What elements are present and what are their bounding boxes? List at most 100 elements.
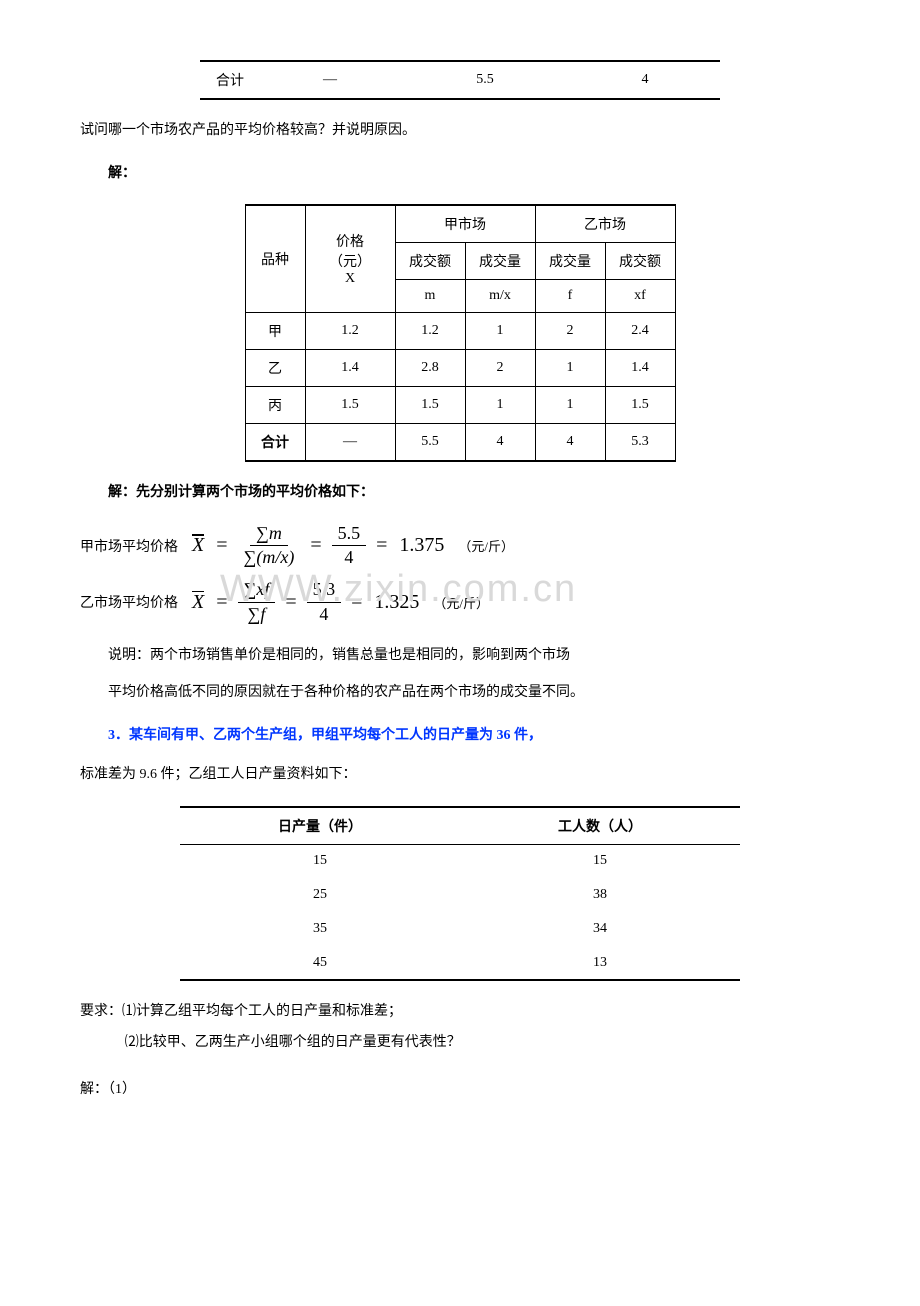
price-line2: X	[345, 271, 355, 286]
cell: 5.3	[605, 424, 675, 462]
explain-1: 说明：两个市场销售单价是相同的，销售总量也是相同的，影响到两个市场	[80, 643, 840, 668]
cell: 38	[460, 878, 740, 912]
req-line-1: 要求：⑴计算乙组平均每个工人的日产量和标准差；	[80, 997, 840, 1028]
table-row: 25 38	[180, 878, 740, 912]
col-price: 价格（元） X	[305, 205, 395, 313]
table-row: 合计 — 5.5 4 4 5.3	[245, 424, 675, 462]
formula-b-label: 乙市场平均价格	[80, 592, 178, 612]
cell: 乙	[245, 350, 305, 387]
formula-b: WWW.zixin.com.cn 乙市场平均价格 X = ∑xf ∑f = 5.…	[80, 580, 840, 625]
table-row: 45 13	[180, 946, 740, 980]
cell: 1	[535, 387, 605, 424]
cell: —	[305, 424, 395, 462]
num: 5.3	[307, 580, 342, 603]
fraction: ∑m ∑(m/x)	[238, 524, 301, 569]
mid-table-wrap: 品种 价格（元） X 甲市场 乙市场 成交额 成交量 成交量 成交额 m m/x…	[80, 204, 840, 462]
col-item: 品种	[245, 205, 305, 313]
bot-table-wrap: 日产量（件） 工人数（人） 15 15 25 38 35 34 45 13	[80, 806, 840, 982]
equals-icon: =	[216, 534, 227, 557]
cell: 13	[460, 946, 740, 980]
num: ∑m	[250, 524, 288, 547]
solve-intro-text: 解：先分别计算两个市场的平均价格如下：	[108, 485, 374, 500]
cell: 1.4	[305, 350, 395, 387]
sym-a1: m	[395, 280, 465, 313]
cell: 15	[180, 844, 460, 878]
page-root: 合计 — 5.5 4 试问哪一个市场农产品的平均价格较高？并说明原因。 解： 品…	[0, 0, 920, 1180]
equals-icon: =	[310, 534, 321, 557]
cell: 1	[465, 313, 535, 350]
table-row: 日产量（件） 工人数（人）	[180, 807, 740, 845]
cell: 2	[535, 313, 605, 350]
fraction: ∑xf ∑f	[238, 580, 276, 625]
table-row: 35 34	[180, 912, 740, 946]
equals-icon: =	[351, 591, 362, 614]
col-market-a: 甲市场	[395, 205, 535, 243]
col-b1: 成交量	[535, 243, 605, 280]
col-a1: 成交额	[395, 243, 465, 280]
sym-a2: m/x	[465, 280, 535, 313]
cell: 1	[535, 350, 605, 387]
table-row: 品种 价格（元） X 甲市场 乙市场	[245, 205, 675, 243]
formula-b-unit: （元/斤）	[433, 593, 489, 612]
table-row: 15 15	[180, 844, 740, 878]
fraction: 5.5 4	[332, 524, 367, 569]
col-b2: 成交额	[605, 243, 675, 280]
cell: 1.5	[605, 387, 675, 424]
cell-val-2: 4	[570, 61, 720, 99]
bot-table: 日产量（件） 工人数（人） 15 15 25 38 35 34 45 13	[180, 806, 740, 982]
question-text: 试问哪一个市场农产品的平均价格较高？并说明原因。	[80, 118, 840, 143]
table-row: 丙 1.5 1.5 1 1 1.5	[245, 387, 675, 424]
formula-b-result: 1.325	[374, 591, 419, 614]
cell-val-1: 5.5	[400, 61, 570, 99]
cell: 2.4	[605, 313, 675, 350]
equals-icon: =	[376, 534, 387, 557]
req-1: ⑴计算乙组平均每个工人的日产量和标准差；	[122, 1004, 402, 1019]
x-bar-icon: X	[192, 534, 204, 557]
sym-b2: xf	[605, 280, 675, 313]
den: 4	[313, 603, 334, 625]
cell: 1	[465, 387, 535, 424]
answer-label: 解：（1）	[80, 1077, 840, 1102]
cell: 2.8	[395, 350, 465, 387]
q3-title: 3．某车间有甲、乙两个生产组，甲组平均每个工人的日产量为 36 件，	[80, 723, 840, 748]
cell: 5.5	[395, 424, 465, 462]
cell: 45	[180, 946, 460, 980]
col-market-b: 乙市场	[535, 205, 675, 243]
cell: 4	[465, 424, 535, 462]
cell: 4	[535, 424, 605, 462]
top-table: 合计 — 5.5 4	[200, 60, 720, 100]
x-bar-icon: X	[192, 591, 204, 614]
sym-b1: f	[535, 280, 605, 313]
cell-total: 合计	[245, 424, 305, 462]
num: ∑xf	[238, 580, 276, 603]
equals-icon: =	[285, 591, 296, 614]
cell: 35	[180, 912, 460, 946]
table-row: 甲 1.2 1.2 1 2 2.4	[245, 313, 675, 350]
col-a2: 成交量	[465, 243, 535, 280]
req-label: 要求：	[80, 1004, 122, 1019]
cell: 1.2	[395, 313, 465, 350]
col-workers: 工人数（人）	[460, 807, 740, 845]
cell: 丙	[245, 387, 305, 424]
den: 4	[338, 546, 359, 568]
requirements: 要求：⑴计算乙组平均每个工人的日产量和标准差； ⑵比较甲、乙两生产小组哪个组的日…	[80, 997, 840, 1059]
formula-a-label: 甲市场平均价格	[80, 536, 178, 556]
cell: 34	[460, 912, 740, 946]
formula-a-result: 1.375	[399, 534, 444, 557]
price-line1: 价格（元）	[329, 235, 371, 270]
solve-intro: 解：先分别计算两个市场的平均价格如下：	[80, 480, 840, 505]
cell: 1.5	[395, 387, 465, 424]
top-table-wrap: 合计 — 5.5 4	[80, 60, 840, 100]
cell-total-label: 合计	[200, 61, 260, 99]
cell: 甲	[245, 313, 305, 350]
den: ∑(m/x)	[238, 546, 301, 568]
cell: 2	[465, 350, 535, 387]
table-row: 乙 1.4 2.8 2 1 1.4	[245, 350, 675, 387]
formula-a: 甲市场平均价格 X = ∑m ∑(m/x) = 5.5 4 = 1.375 （元…	[80, 524, 840, 569]
equals-icon: =	[216, 591, 227, 614]
den: ∑f	[241, 603, 271, 625]
cell: 1.5	[305, 387, 395, 424]
explain-2: 平均价格高低不同的原因就在于各种价格的农产品在两个市场的成交量不同。	[80, 680, 840, 705]
req-2: ⑵比较甲、乙两生产小组哪个组的日产量更有代表性？	[80, 1028, 840, 1059]
fraction: 5.3 4	[307, 580, 342, 625]
